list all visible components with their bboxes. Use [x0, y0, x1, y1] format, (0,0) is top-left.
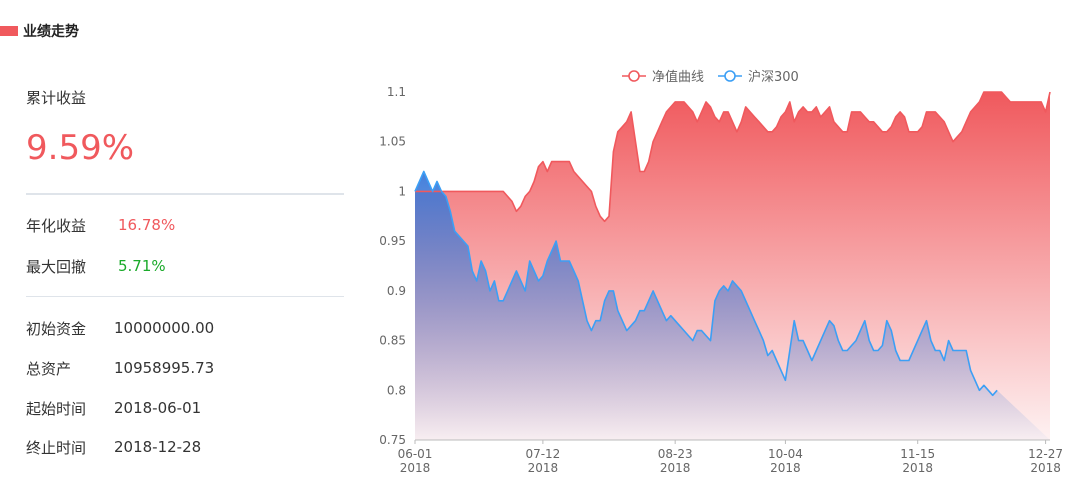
- annual-return-value: 16.78%: [118, 216, 176, 234]
- y-tick-label: 0.75: [379, 433, 406, 447]
- section-title: 业绩走势: [23, 24, 79, 40]
- x-tick-year: 2018: [1030, 461, 1061, 475]
- y-tick-label: 0.85: [379, 334, 406, 348]
- initial-capital-value: 10000000.00: [114, 319, 215, 337]
- x-tick-label: 12-27: [1028, 447, 1063, 461]
- chart-legend[interactable]: 净值曲线 沪深300: [622, 69, 799, 85]
- start-date-value: 2018-06-01: [114, 399, 202, 417]
- section-header: 业绩走势: [0, 22, 79, 40]
- annual-return-label: 年化收益: [26, 216, 87, 235]
- x-tick-year: 2018: [902, 461, 933, 475]
- max-drawdown-value: 5.71%: [118, 257, 166, 275]
- net-value-line: [415, 91, 1051, 223]
- cumulative-return-label: 累计收益: [26, 89, 87, 107]
- y-tick-label: 0.95: [379, 234, 406, 248]
- x-tick-label: 11-15: [900, 447, 935, 461]
- total-assets-value: 10958995.73: [114, 359, 215, 377]
- csi300-line: [414, 170, 998, 397]
- x-tick-label: 08-23: [658, 447, 693, 461]
- legend-item-csi300[interactable]: 沪深300: [718, 69, 799, 85]
- end-date-label: 终止时间: [26, 438, 87, 457]
- chart-areas: [414, 91, 1051, 440]
- divider: [26, 193, 344, 195]
- performance-chart: 净值曲线 沪深300 1.1 1.05 1 0.95 0.9 0.85 0.8 0.75 06-…: [360, 60, 1075, 491]
- initial-capital-row: 初始资金 10000000.00: [26, 318, 214, 338]
- legend-label: 沪深300: [748, 69, 799, 85]
- x-tick-label: 07-12: [525, 447, 560, 461]
- divider: [26, 296, 344, 297]
- x-tick-year: 2018: [400, 461, 431, 475]
- legend-label: 净值曲线: [652, 69, 704, 85]
- initial-capital-label: 初始资金: [26, 319, 87, 338]
- total-assets-label: 总资产: [26, 359, 72, 378]
- y-tick-label: 1.05: [379, 135, 406, 149]
- y-tick-label: 0.8: [387, 383, 406, 397]
- x-tick-label: 10-04: [768, 447, 803, 461]
- annual-return-row: 年化收益 16.78%: [26, 215, 175, 235]
- x-tick-year: 2018: [660, 461, 691, 475]
- start-date-label: 起始时间: [26, 399, 87, 418]
- x-tick-year: 2018: [770, 461, 801, 475]
- y-tick-label: 0.9: [387, 284, 406, 298]
- chart-svg: 净值曲线 沪深300 1.1 1.05 1 0.95 0.9 0.85 0.8 0.75 06-…: [379, 69, 1063, 475]
- max-drawdown-label: 最大回撤: [26, 257, 87, 276]
- legend-item-net-value[interactable]: 净值曲线: [622, 69, 704, 85]
- y-tick-label: 1: [398, 184, 406, 198]
- x-tick-year: 2018: [528, 461, 559, 475]
- cumulative-return-value: 9.59%: [26, 128, 135, 168]
- y-tick-label: 1.1: [387, 85, 406, 99]
- max-drawdown-row: 最大回撤 5.71%: [26, 256, 166, 276]
- header-accent-bar: [0, 26, 18, 36]
- total-assets-row: 总资产 10958995.73: [26, 358, 214, 378]
- end-date-value: 2018-12-28: [114, 438, 202, 456]
- end-date-row: 终止时间 2018-12-28: [26, 437, 201, 457]
- x-axis: 06-01201807-12201808-23201810-04201811-1…: [398, 439, 1063, 475]
- csi300-area: [415, 171, 1050, 440]
- x-tick-label: 06-01: [398, 447, 433, 461]
- start-date-row: 起始时间 2018-06-01: [26, 398, 201, 418]
- y-axis: 1.1 1.05 1 0.95 0.9 0.85 0.8 0.75: [379, 85, 406, 447]
